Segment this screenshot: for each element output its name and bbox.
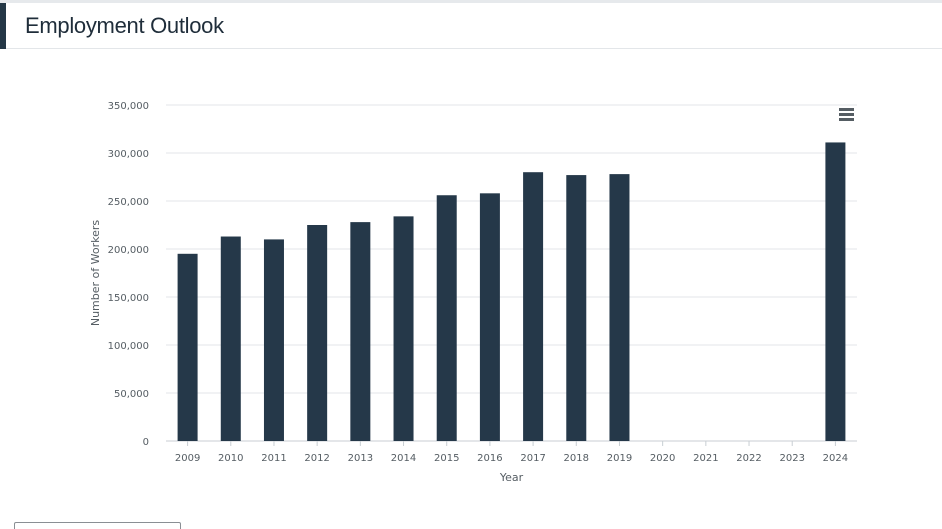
- dropdown-select[interactable]: [14, 522, 181, 529]
- bar: [393, 216, 414, 441]
- bar: [479, 193, 500, 441]
- x-tick-label: 2024: [823, 453, 848, 464]
- page-header: Employment Outlook: [0, 3, 942, 49]
- page-title: Employment Outlook: [25, 13, 224, 38]
- bar-chart: 0 50,000 100,000 150,000 200,000 250,000 300,0…: [89, 101, 857, 484]
- bar: [263, 239, 284, 441]
- x-tick-label: 2023: [779, 453, 804, 464]
- x-tick-label: 2011: [261, 453, 286, 464]
- x-axis-label: Year: [499, 471, 524, 484]
- bar: [436, 195, 457, 441]
- x-tick-label: 2021: [693, 453, 718, 464]
- bar: [307, 225, 328, 441]
- bar: [609, 174, 630, 441]
- y-tick-label: 150,000: [108, 293, 149, 304]
- y-tick-label: 0: [143, 437, 149, 448]
- top-rule: [0, 0, 942, 3]
- chart-container: 0 50,000 100,000 150,000 200,000 250,000 300,0…: [0, 50, 942, 520]
- x-tick-label: 2017: [520, 453, 545, 464]
- y-tick-label: 50,000: [114, 389, 149, 400]
- x-tick-label: 2019: [607, 453, 632, 464]
- bar: [825, 142, 846, 441]
- x-tick-label: 2009: [175, 453, 200, 464]
- x-tick-label: 2022: [736, 453, 761, 464]
- y-tick-label: 350,000: [108, 101, 149, 112]
- bar: [523, 172, 544, 441]
- x-tick-label: 2020: [650, 453, 675, 464]
- bar: [220, 236, 241, 441]
- hamburger-menu-icon[interactable]: [838, 108, 856, 124]
- bar: [566, 175, 587, 441]
- bar: [350, 222, 371, 441]
- x-tick-label: 2010: [218, 453, 243, 464]
- x-tick-label: 2016: [477, 453, 502, 464]
- y-tick-label: 250,000: [108, 197, 149, 208]
- y-tick-label: 100,000: [108, 341, 149, 352]
- y-tick-label: 300,000: [108, 149, 149, 160]
- y-axis-label: Number of Workers: [89, 220, 102, 327]
- x-tick-label: 2013: [348, 453, 373, 464]
- header-accent-bar: [0, 3, 6, 49]
- x-tick-label: 2018: [564, 453, 589, 464]
- x-tick-label: 2015: [434, 453, 459, 464]
- x-tick-label: 2012: [304, 453, 329, 464]
- bar: [177, 253, 198, 441]
- x-tick-label: 2014: [391, 453, 416, 464]
- y-tick-label: 200,000: [108, 245, 149, 256]
